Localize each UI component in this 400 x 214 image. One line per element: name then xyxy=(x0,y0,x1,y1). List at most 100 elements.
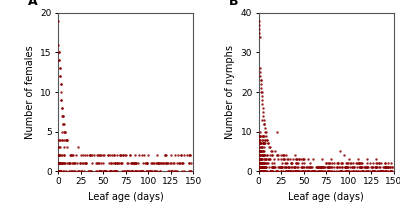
Point xyxy=(331,162,337,165)
Point xyxy=(339,169,346,173)
Point xyxy=(288,169,294,173)
Point xyxy=(140,162,146,165)
Point xyxy=(296,169,302,173)
Point xyxy=(338,169,344,173)
Point xyxy=(268,169,275,173)
Point xyxy=(257,169,263,173)
Point xyxy=(100,154,106,157)
Point xyxy=(262,166,268,169)
Point xyxy=(282,169,288,173)
Point xyxy=(144,169,151,173)
Point xyxy=(348,162,354,165)
Point xyxy=(315,169,321,173)
Point xyxy=(317,166,323,169)
Point xyxy=(285,166,291,169)
Point xyxy=(257,162,264,165)
Point xyxy=(358,162,364,165)
Point xyxy=(256,134,262,137)
Point xyxy=(359,162,365,165)
Point xyxy=(262,166,268,169)
Point xyxy=(334,162,340,165)
Point xyxy=(259,166,265,169)
Point xyxy=(76,169,82,173)
Point xyxy=(61,122,67,125)
Point xyxy=(293,169,299,173)
Point xyxy=(55,154,62,157)
Point xyxy=(62,130,68,133)
Point xyxy=(152,169,159,173)
Point xyxy=(65,162,72,165)
Point xyxy=(56,154,62,157)
Point xyxy=(290,169,296,173)
Point xyxy=(256,134,262,137)
Point xyxy=(256,166,262,169)
Point xyxy=(267,169,274,173)
Point xyxy=(351,166,358,169)
Point xyxy=(171,169,177,173)
Point xyxy=(370,169,376,173)
Point xyxy=(320,166,326,169)
Point xyxy=(388,166,395,169)
Point xyxy=(174,169,181,173)
Point xyxy=(261,169,268,173)
Point xyxy=(68,154,75,157)
Point xyxy=(303,166,309,169)
Point xyxy=(57,162,63,165)
Point xyxy=(284,169,290,173)
Point xyxy=(132,162,138,165)
Point xyxy=(283,162,290,165)
Point xyxy=(96,169,102,173)
Point xyxy=(64,138,70,141)
Point xyxy=(361,166,368,169)
Point xyxy=(318,166,324,169)
Point xyxy=(338,169,344,173)
Point xyxy=(151,162,157,165)
Point xyxy=(144,162,150,165)
Point xyxy=(57,74,64,78)
Point xyxy=(258,166,265,169)
Point xyxy=(299,166,306,169)
Point xyxy=(66,169,72,173)
Point xyxy=(80,154,86,157)
Point xyxy=(58,154,65,157)
Point xyxy=(292,169,299,173)
Point xyxy=(322,166,328,169)
Point xyxy=(383,169,389,173)
Point xyxy=(281,154,287,157)
Point xyxy=(64,146,70,149)
Point xyxy=(256,162,263,165)
Point xyxy=(133,162,139,165)
Point xyxy=(350,166,356,169)
Point xyxy=(314,166,320,169)
Point xyxy=(165,162,171,165)
Text: A: A xyxy=(28,0,38,8)
Point xyxy=(277,166,284,169)
Point xyxy=(264,162,270,165)
Point xyxy=(88,169,95,173)
Point xyxy=(97,169,104,173)
Point xyxy=(381,166,388,169)
Point xyxy=(375,169,381,173)
Point xyxy=(327,166,333,169)
Point xyxy=(304,169,310,173)
Point xyxy=(132,169,138,173)
Point xyxy=(380,169,386,173)
Point xyxy=(278,158,284,161)
Point xyxy=(306,166,313,169)
Point xyxy=(55,169,62,173)
Point xyxy=(270,166,276,169)
Point xyxy=(333,169,339,173)
Point xyxy=(154,169,160,173)
Point xyxy=(82,162,89,165)
Point xyxy=(328,166,334,169)
Point xyxy=(262,126,268,129)
Point xyxy=(324,169,331,173)
Point xyxy=(384,166,391,169)
Point xyxy=(388,166,395,169)
Point xyxy=(124,162,130,165)
Point xyxy=(162,154,168,157)
Point xyxy=(255,162,262,165)
Point xyxy=(382,169,388,173)
Point xyxy=(256,166,262,169)
Point xyxy=(286,169,293,173)
